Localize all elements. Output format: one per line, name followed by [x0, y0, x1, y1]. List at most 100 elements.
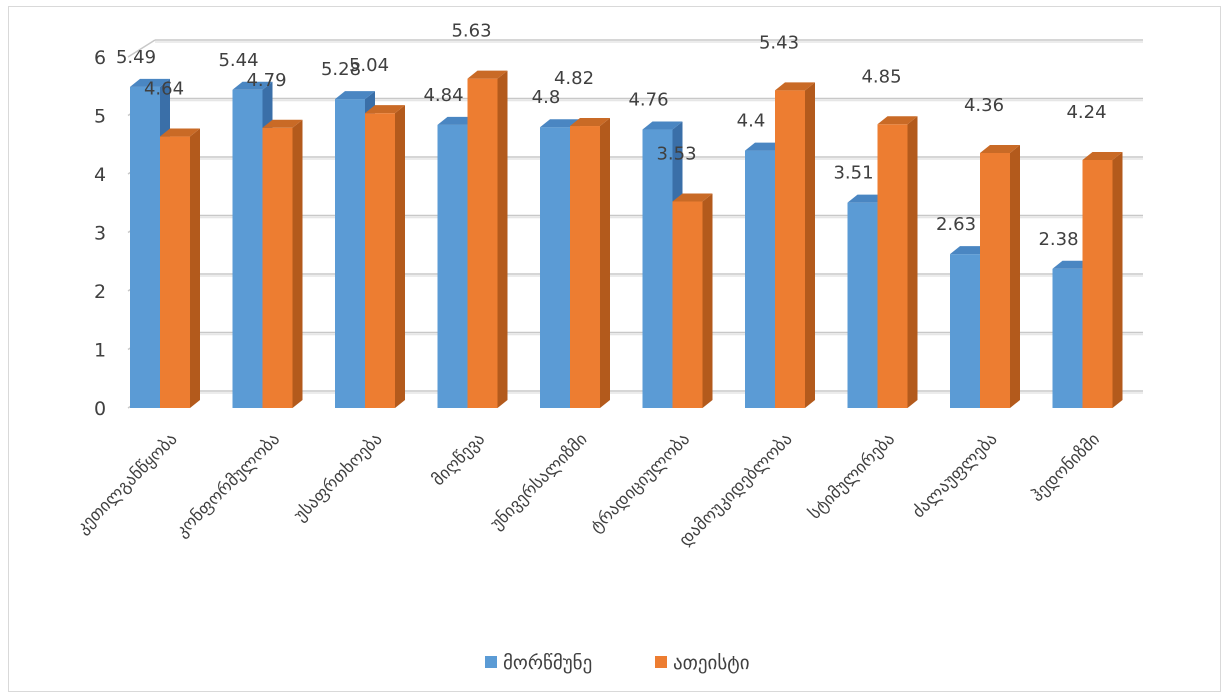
y-tick-label: 1 — [94, 340, 106, 362]
y-axis-ticks: 0 1 2 3 4 5 6 — [94, 47, 106, 420]
data-label: 4.76 — [628, 90, 668, 111]
bar-side — [805, 82, 815, 408]
bar-front — [540, 127, 570, 408]
bar-top — [232, 81, 273, 90]
bar-series2 — [160, 128, 200, 408]
bar-top — [1082, 151, 1123, 160]
category-label: სტიმულირება — [805, 429, 899, 523]
data-label: 4.24 — [1066, 102, 1106, 123]
data-label: 5.28 — [321, 59, 361, 80]
data-label: 4.79 — [246, 70, 286, 91]
data-label: 2.63 — [936, 214, 976, 235]
data-label: 3.53 — [656, 143, 696, 164]
bar-front — [160, 136, 190, 408]
gridline-depth — [127, 39, 156, 58]
category-label: კონფორმულობა — [172, 429, 284, 541]
bar-top — [672, 193, 713, 202]
bars — [130, 70, 1123, 409]
category-label: უსაფრთხოება — [290, 429, 386, 525]
data-label: 5.49 — [116, 47, 156, 68]
bar-side — [292, 119, 303, 408]
data-label: 4.64 — [144, 79, 184, 100]
category-label: მიღწევა — [428, 429, 489, 490]
bar-side — [907, 116, 918, 409]
category-label: დამოუკიდებლობა — [675, 429, 796, 550]
data-label: 5.63 — [451, 21, 491, 42]
bar-front — [570, 126, 600, 408]
bar-side — [190, 128, 200, 408]
bar-top — [130, 78, 170, 87]
bar-side — [497, 70, 508, 409]
bar-top — [570, 118, 610, 127]
bar-front — [877, 124, 908, 409]
bar-front — [775, 90, 805, 408]
bar-series2 — [877, 116, 918, 409]
data-label: 4.36 — [964, 95, 1004, 116]
bar-side — [702, 193, 713, 408]
data-label: 4.82 — [554, 68, 594, 89]
data-labels: 5.49 4.64 5.444.79 5.285.04 4.84 5.63 4.84.82 4… — [116, 21, 1107, 250]
bar-front — [335, 99, 365, 409]
bar-series2 — [365, 105, 405, 408]
legend-label: ათეისტი — [673, 652, 750, 674]
bar-series2 — [980, 144, 1020, 408]
bar-top — [642, 121, 683, 130]
bar-front — [950, 254, 980, 408]
bar-front — [1082, 159, 1113, 408]
data-label: 4.85 — [861, 66, 901, 87]
bar-series2 — [1082, 151, 1123, 408]
bar-top — [335, 91, 375, 100]
bar-front — [130, 86, 160, 409]
bar-series2 — [262, 119, 303, 408]
bar-top — [365, 105, 405, 114]
bar-front — [745, 150, 775, 408]
bar-front — [437, 124, 468, 409]
y-tick-label: 0 — [94, 398, 106, 420]
legend: მორწმუნე ათეისტი — [485, 652, 750, 674]
data-label: 4.4 — [737, 111, 766, 132]
bar-top — [775, 82, 815, 91]
category-label: ტრადიციულობა — [586, 429, 694, 537]
legend-swatch — [655, 656, 667, 668]
bar-top — [540, 119, 580, 128]
bar-front — [232, 89, 263, 408]
bar-front — [672, 201, 703, 408]
y-tick-label: 2 — [94, 281, 106, 303]
data-label: 5.43 — [759, 32, 799, 53]
legend-label: მორწმუნე — [503, 652, 592, 674]
bar-side — [600, 118, 610, 408]
y-tick-label: 3 — [94, 223, 106, 245]
bar-front — [262, 127, 293, 408]
data-label: 5.04 — [349, 55, 389, 76]
bar-side — [1010, 144, 1020, 408]
bar-side — [395, 105, 405, 408]
category-label: უნივერსალიზმი — [487, 429, 592, 534]
y-tick-label: 6 — [94, 47, 106, 69]
y-tick-label: 4 — [94, 164, 106, 186]
category-label: კეთილგანწყობა — [73, 429, 182, 538]
bar-front — [642, 129, 673, 409]
bar-front — [365, 113, 395, 408]
data-label: 3.51 — [833, 163, 873, 184]
bar-series2 — [775, 82, 815, 408]
category-label: ჰედონიზმი — [1027, 429, 1104, 506]
bar-front — [847, 202, 878, 408]
legend-swatch — [485, 656, 497, 668]
bar-top — [877, 116, 918, 125]
bar-series2 — [570, 118, 610, 408]
bar-top — [160, 128, 200, 137]
bar-top — [262, 119, 303, 128]
data-label: 4.84 — [423, 85, 463, 106]
bar-top — [980, 144, 1020, 153]
bar-front — [1052, 268, 1083, 408]
data-label: 5.44 — [218, 50, 258, 71]
bar-front — [467, 78, 498, 409]
bar-front — [980, 152, 1010, 408]
bar-series2 — [467, 70, 508, 409]
y-tick-label: 5 — [94, 106, 106, 128]
bar-series2 — [672, 193, 713, 408]
category-label: ძალაუფლება — [909, 429, 1002, 522]
data-label: 2.38 — [1038, 229, 1078, 250]
